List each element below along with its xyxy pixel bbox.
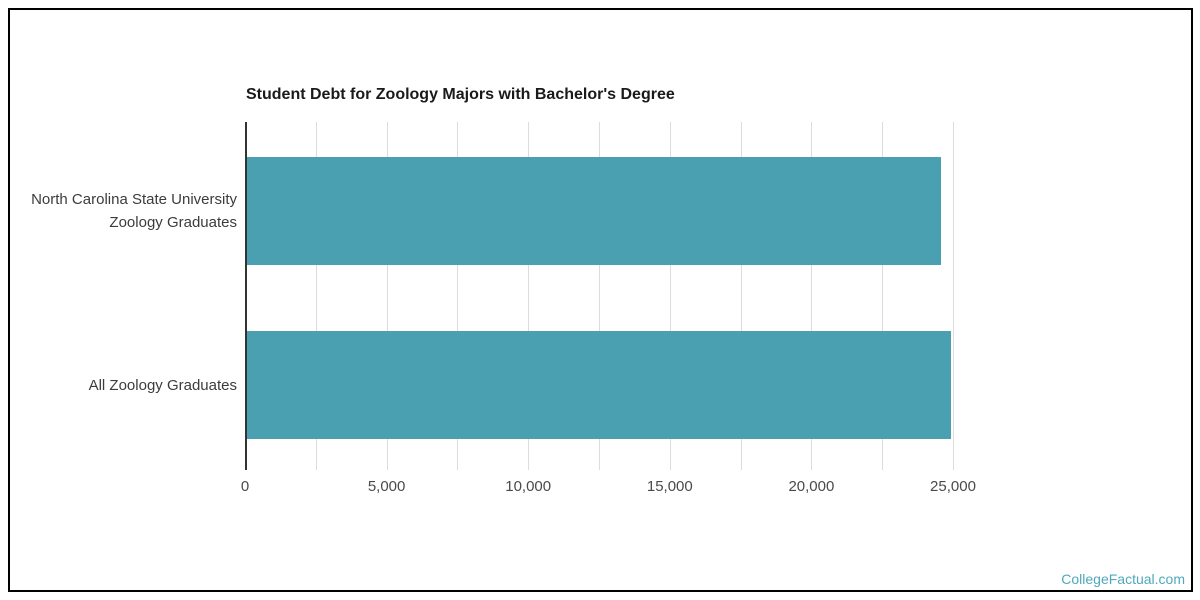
chart-title: Student Debt for Zoology Majors with Bac… <box>246 86 675 103</box>
gridline <box>882 122 884 470</box>
y-axis-label-line: All Zoology Graduates <box>88 376 237 394</box>
gridline <box>457 122 459 470</box>
y-axis-line <box>245 122 247 470</box>
gridline <box>528 122 530 470</box>
gridline <box>669 122 671 470</box>
bar[interactable] <box>247 331 951 439</box>
chart-frame-border <box>8 8 1193 592</box>
y-axis-label-line: North Carolina State University <box>31 191 237 208</box>
gridline <box>386 122 388 470</box>
y-axis-label: All Zoology Graduates <box>0 374 240 397</box>
y-axis-label: North Carolina State University Zoology G… <box>0 188 240 234</box>
bar[interactable] <box>247 157 941 265</box>
gridline <box>315 122 317 470</box>
gridline <box>811 122 813 470</box>
gridline <box>740 122 742 470</box>
y-axis-labels: North Carolina State University Zoology G… <box>0 122 240 470</box>
plot-area <box>245 122 954 470</box>
y-axis-label-line: Zoology Graduates <box>109 214 237 231</box>
watermark-link[interactable]: CollegeFactual.com <box>1061 571 1185 587</box>
gridline <box>953 122 954 470</box>
gridline <box>599 122 600 470</box>
